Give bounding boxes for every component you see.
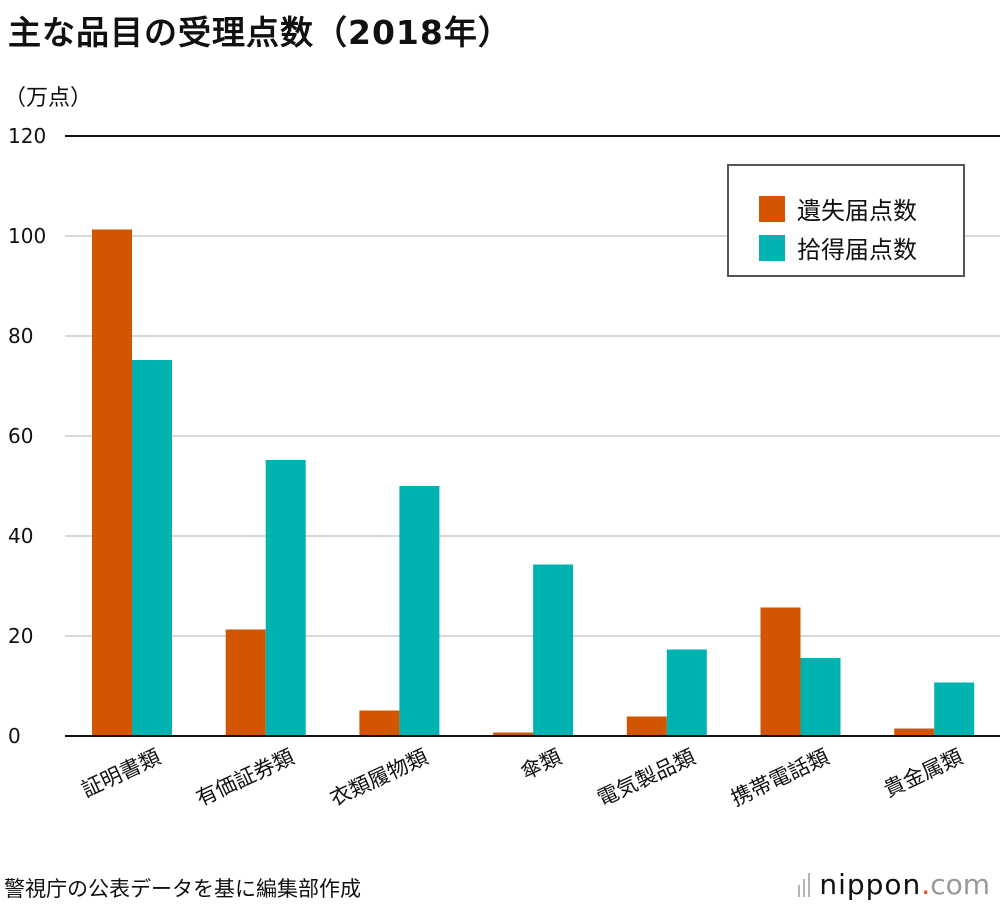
logo-bars-icon [798, 872, 811, 897]
bar-lost [92, 229, 132, 736]
bar-found [533, 564, 574, 736]
bar-found [399, 486, 440, 736]
bar-lost [359, 710, 400, 736]
x-category-label: 傘類 [517, 745, 565, 785]
y-tick-label: 120 [8, 124, 46, 148]
bar-found [265, 460, 306, 736]
x-category-label: 携帯電話類 [727, 745, 832, 811]
legend-label-found: 拾得届点数 [797, 236, 917, 264]
logo-wordmark: nippon [819, 868, 922, 901]
source-note: 警視庁の公表データを基に編集部作成 [4, 877, 361, 901]
x-category-label: 証明書類 [78, 745, 164, 802]
legend-item-found: 拾得届点数 [759, 230, 917, 265]
chart-title: 主な品目の受理点数（2018年） [8, 13, 512, 52]
bar-found [132, 360, 172, 736]
nippon-logo[interactable]: nippon. com [798, 868, 990, 901]
y-tick-label: 80 [8, 324, 33, 348]
bar-lost [493, 732, 534, 736]
bar-lost [626, 716, 667, 736]
y-tick-label: 0 [8, 724, 21, 748]
bar-found [934, 682, 975, 736]
bar-found [800, 658, 841, 736]
x-category-label: 衣類履物類 [326, 745, 431, 811]
legend-swatch-lost [759, 195, 785, 222]
bar-found [666, 649, 707, 736]
x-category-label: 貴金属類 [880, 745, 966, 802]
y-axis-unit-label: （万点） [4, 86, 93, 111]
logo-tld: com [930, 868, 990, 901]
bar-lost [760, 607, 801, 736]
legend-swatch-found [759, 234, 785, 261]
bar-lost [894, 728, 935, 736]
legend-item-lost: 遺失届点数 [759, 191, 917, 226]
legend-label-lost: 遺失届点数 [797, 197, 917, 225]
y-tick-label: 40 [8, 524, 33, 548]
y-tick-label: 60 [8, 424, 33, 448]
logo-dot: . [921, 868, 931, 901]
bar-lost [225, 629, 266, 736]
y-tick-label: 100 [8, 224, 46, 248]
legend: 遺失届点数 拾得届点数 [727, 164, 965, 277]
y-tick-label: 20 [8, 624, 33, 648]
x-category-label: 有価証券類 [193, 745, 298, 811]
x-category-label: 電気製品類 [594, 745, 699, 811]
